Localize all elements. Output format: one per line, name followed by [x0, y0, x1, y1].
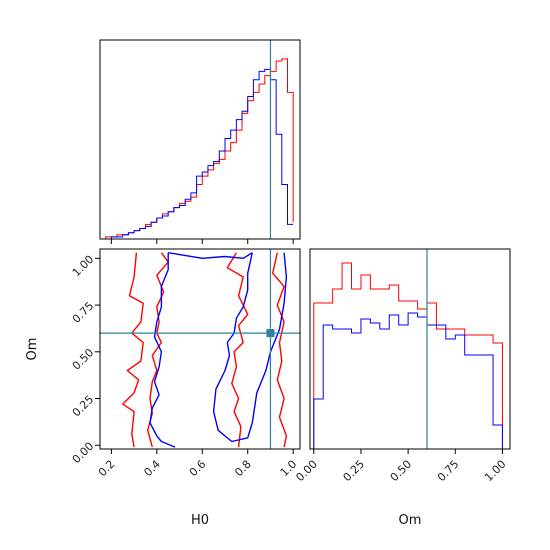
h0-histogram-red	[100, 58, 294, 240]
contour-blue-4	[149, 252, 176, 448]
om-x-axis-label: Om	[399, 513, 422, 528]
joint-frame	[99, 248, 301, 450]
om-histogram-blue	[313, 312, 503, 449]
x-tick-label: 0.75	[435, 458, 462, 485]
h0-histogram-blue	[100, 68, 294, 240]
x-tick-label: 0.8	[232, 458, 254, 480]
h0-histogram-frame	[99, 39, 301, 240]
joint-truth-marker	[266, 329, 275, 338]
contour-blue-6	[212, 252, 288, 443]
contour-group	[121, 252, 288, 448]
x-tick-label: 0.00	[293, 458, 320, 485]
contour-red-2	[226, 252, 249, 448]
x-tick-label: 1.00	[482, 458, 509, 485]
h0-x-axis-label: H0	[191, 513, 209, 528]
h0-histogram-panel	[99, 39, 301, 244]
contour-blue-5	[168, 252, 253, 259]
y-tick-label: 0.75	[70, 299, 97, 326]
y-tick-label: 0.00	[70, 440, 97, 467]
x-tick-label: 0.4	[141, 458, 163, 480]
om-histogram-frame	[309, 248, 511, 450]
om-y-axis-label: Om	[25, 338, 40, 361]
y-tick-label: 0.50	[70, 346, 97, 373]
contour-red-0	[121, 252, 144, 448]
x-tick-label: 0.6	[187, 458, 209, 480]
x-tick-label: 0.50	[388, 458, 415, 485]
y-tick-label: 1.00	[70, 253, 97, 280]
contour-red-3	[272, 252, 288, 448]
y-tick-label: 0.25	[70, 393, 97, 420]
x-tick-label: 0.25	[341, 458, 368, 485]
om-histogram-red	[313, 262, 503, 449]
x-tick-label: 0.2	[96, 458, 118, 480]
om-histogram-panel: 0.00 0.25 0.50 0.75 1.00 Om	[293, 248, 511, 528]
